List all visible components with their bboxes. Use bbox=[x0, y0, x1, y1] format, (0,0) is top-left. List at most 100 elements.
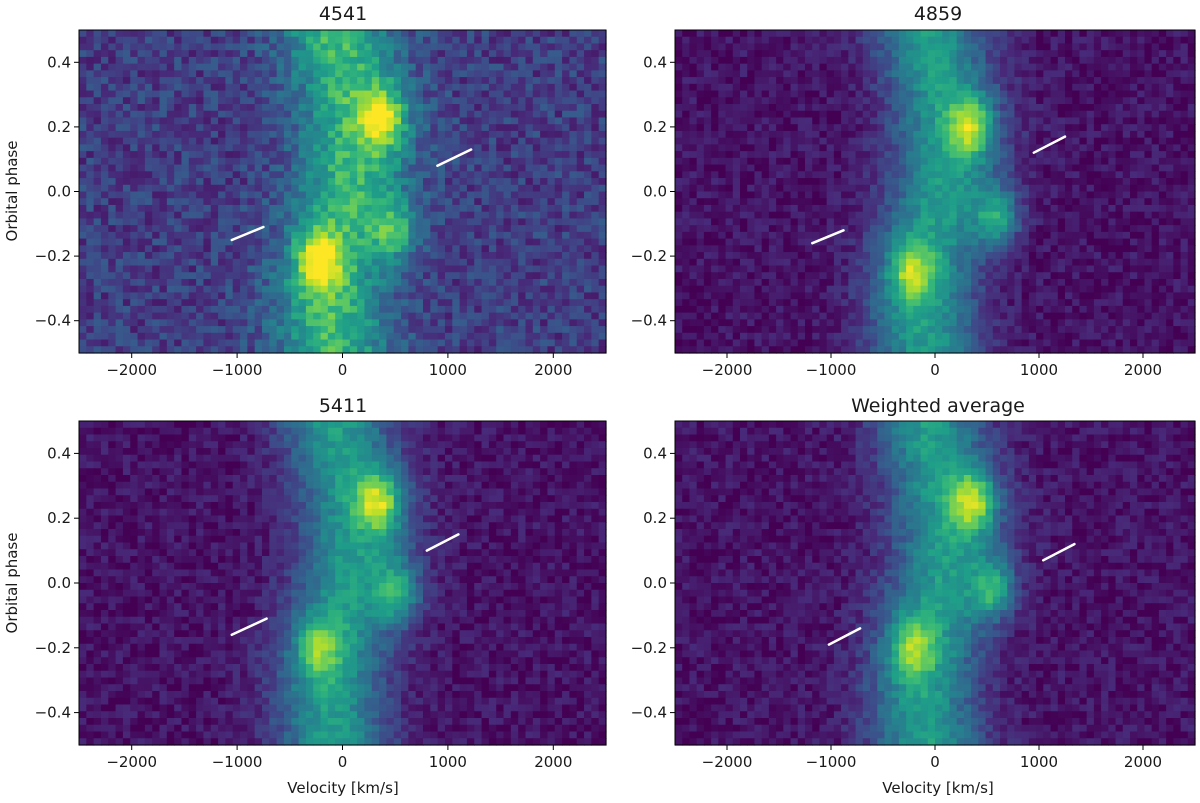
heatmap-cell bbox=[93, 90, 102, 98]
heatmap-cell bbox=[488, 164, 497, 172]
heatmap-cell bbox=[100, 124, 109, 132]
heatmap-cell bbox=[474, 70, 483, 78]
heatmap-cell bbox=[130, 292, 139, 300]
heatmap-cell bbox=[240, 63, 248, 71]
heatmap-cell bbox=[1072, 130, 1081, 139]
heatmap-cell bbox=[949, 30, 958, 38]
heatmap-cell bbox=[283, 272, 292, 280]
heatmap-cell bbox=[576, 332, 585, 341]
heatmap-cell bbox=[1122, 50, 1131, 58]
heatmap-cell bbox=[100, 63, 109, 71]
heatmap-cell bbox=[474, 245, 483, 253]
heatmap-cell bbox=[291, 50, 300, 58]
heatmap-cell bbox=[797, 63, 806, 71]
heatmap-cell bbox=[313, 56, 322, 65]
heatmap-cell bbox=[342, 265, 351, 273]
heatmap-cell bbox=[364, 285, 373, 294]
heatmap-cell bbox=[496, 218, 505, 226]
heatmap-cell bbox=[1050, 130, 1059, 139]
heatmap-cell bbox=[437, 312, 446, 320]
heatmap-cell bbox=[86, 346, 95, 354]
heatmap-cell bbox=[1158, 50, 1167, 58]
heatmap-cell bbox=[203, 299, 212, 307]
heatmap-cell bbox=[740, 164, 748, 172]
heatmap-cell bbox=[496, 312, 505, 320]
heatmap-cell bbox=[203, 30, 212, 38]
heatmap-cell bbox=[437, 218, 446, 226]
heatmap-cell bbox=[218, 231, 226, 240]
heatmap-cell bbox=[459, 225, 468, 233]
heatmap-cell bbox=[122, 171, 131, 179]
heatmap-cell bbox=[1151, 124, 1160, 132]
heatmap-cell bbox=[254, 171, 263, 179]
heatmap-cell bbox=[225, 252, 234, 260]
heatmap-cell bbox=[1072, 30, 1081, 38]
heatmap-cell bbox=[393, 184, 402, 193]
heatmap-cell bbox=[496, 299, 505, 307]
heatmap-cell bbox=[518, 231, 527, 240]
heatmap-cell bbox=[510, 238, 519, 246]
heatmap-cell bbox=[174, 258, 183, 267]
heatmap-cell bbox=[269, 130, 278, 139]
heatmap-cell bbox=[1050, 117, 1059, 125]
heatmap-cell bbox=[335, 211, 344, 220]
heatmap-cell bbox=[1151, 83, 1160, 92]
heatmap-cell bbox=[108, 292, 117, 300]
heatmap-cell bbox=[379, 191, 388, 199]
heatmap-cell bbox=[291, 204, 300, 213]
heatmap-cell bbox=[518, 332, 527, 341]
heatmap-cell bbox=[510, 285, 519, 294]
heatmap-cell bbox=[79, 211, 87, 220]
heatmap-cell bbox=[283, 30, 292, 38]
heatmap-cell bbox=[327, 124, 336, 132]
heatmap-cell bbox=[283, 70, 292, 78]
heatmap-cell bbox=[870, 137, 878, 145]
heatmap-cell bbox=[963, 50, 972, 58]
heatmap-cell bbox=[291, 83, 300, 92]
heatmap-cell bbox=[963, 97, 972, 105]
heatmap-cell bbox=[532, 157, 541, 166]
heatmap-cell bbox=[115, 252, 124, 260]
heatmap-cell bbox=[459, 43, 468, 51]
heatmap-cell bbox=[188, 292, 197, 300]
heatmap-cell bbox=[452, 157, 461, 166]
heatmap-cell bbox=[93, 63, 102, 71]
heatmap-cell bbox=[689, 56, 698, 65]
heatmap-cell bbox=[401, 164, 409, 172]
heatmap-cell bbox=[108, 178, 117, 186]
heatmap-cell bbox=[386, 265, 395, 273]
heatmap-cell bbox=[459, 198, 468, 206]
heatmap-cell bbox=[188, 238, 197, 246]
heatmap-cell bbox=[518, 110, 527, 119]
heatmap-cell bbox=[576, 104, 585, 112]
heatmap-cell bbox=[144, 245, 153, 253]
heatmap-cell bbox=[196, 278, 205, 287]
heatmap-cell bbox=[159, 191, 168, 199]
heatmap-cell bbox=[898, 30, 907, 38]
heatmap-cell bbox=[115, 245, 124, 253]
heatmap-cell bbox=[210, 272, 219, 280]
heatmap-cell bbox=[298, 258, 307, 267]
heatmap bbox=[79, 30, 607, 354]
heatmap-cell bbox=[540, 218, 549, 226]
heatmap-cell bbox=[218, 117, 226, 125]
heatmap-cell bbox=[349, 265, 358, 273]
heatmap-cell bbox=[371, 97, 380, 105]
heatmap-cell bbox=[761, 157, 770, 166]
heatmap-cell bbox=[291, 151, 300, 159]
heatmap-cell bbox=[225, 292, 234, 300]
heatmap-cell bbox=[196, 312, 205, 320]
heatmap-cell bbox=[327, 332, 336, 341]
heatmap-cell bbox=[768, 63, 777, 71]
heatmap-cell bbox=[276, 225, 285, 233]
heatmap-cell bbox=[430, 346, 439, 354]
heatmap-cell bbox=[188, 130, 197, 139]
heatmap-cell bbox=[415, 130, 424, 139]
heatmap-cell bbox=[496, 272, 505, 280]
heatmap-cell bbox=[159, 83, 168, 92]
heatmap-cell bbox=[159, 238, 168, 246]
heatmap-cell bbox=[1007, 30, 1016, 38]
heatmap-cell bbox=[93, 56, 102, 65]
heatmap-cell bbox=[430, 144, 439, 152]
heatmap-cell bbox=[335, 130, 344, 139]
